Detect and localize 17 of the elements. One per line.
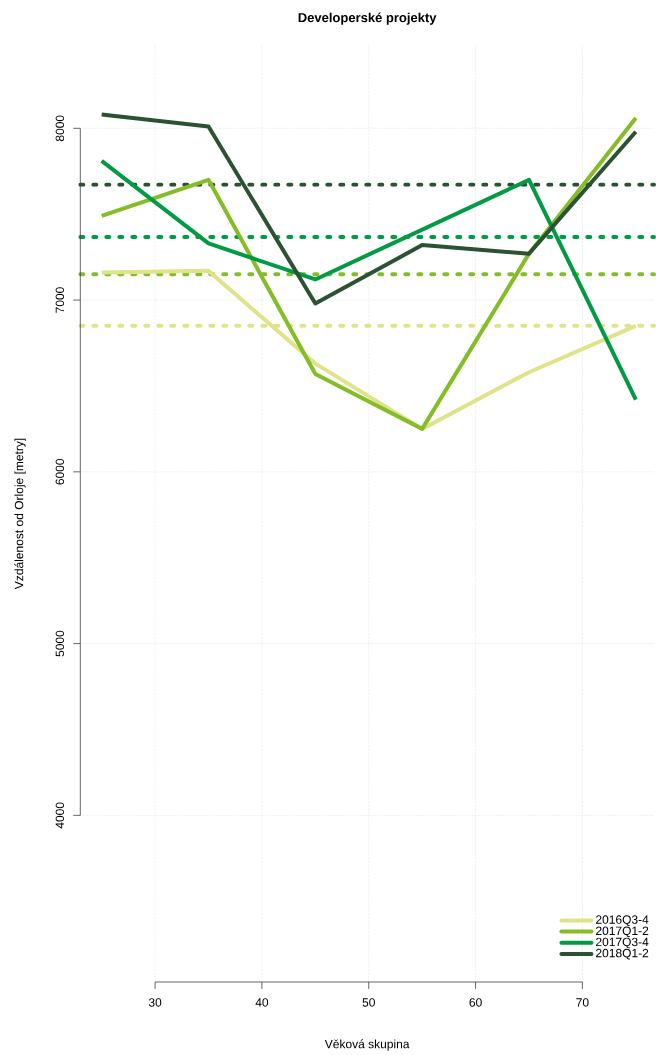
x-tick-label: 50 xyxy=(362,998,375,1007)
legend-label: 2017Q1-2 xyxy=(596,926,649,938)
x-tick-label: 40 xyxy=(255,998,269,1007)
x-tick-label: 30 xyxy=(148,998,162,1007)
x-tick-label: 70 xyxy=(576,998,589,1007)
x-axis-title: Věková skupina xyxy=(324,1039,410,1051)
y-tick-label: 8000 xyxy=(55,115,65,142)
y-tick-label: 6000 xyxy=(55,458,65,485)
legend-label: 2017Q3-4 xyxy=(596,937,649,949)
chart-title: Developerské projekty xyxy=(298,12,437,25)
y-axis-title: Vzdálenost od Orloje [metry] xyxy=(14,438,26,590)
legend-label: 2016Q3-4 xyxy=(596,915,649,926)
legend-label: 2018Q1-2 xyxy=(596,948,649,960)
y-tick-label: 7000 xyxy=(55,287,65,313)
y-tick-label: 5000 xyxy=(55,630,65,657)
x-tick-label: 60 xyxy=(469,998,482,1007)
y-tick-label: 4000 xyxy=(55,802,65,829)
